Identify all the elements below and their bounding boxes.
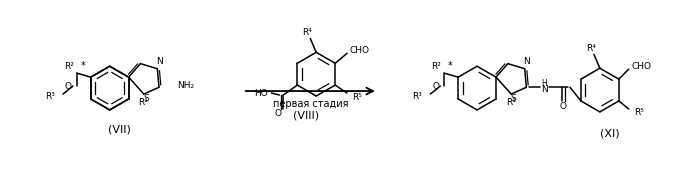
Text: R³: R³	[413, 92, 422, 101]
Text: R¹: R¹	[139, 98, 149, 107]
Text: CHO: CHO	[350, 46, 370, 55]
Text: R²: R²	[64, 62, 74, 71]
Text: CHO: CHO	[632, 62, 652, 71]
Text: первая стадия: первая стадия	[272, 99, 348, 109]
Text: H: H	[542, 79, 547, 88]
Text: R⁴: R⁴	[586, 44, 596, 53]
Text: N: N	[524, 57, 530, 66]
Text: (VII): (VII)	[108, 125, 131, 135]
Text: R⁴: R⁴	[302, 28, 312, 37]
Text: (XI): (XI)	[600, 129, 620, 139]
Text: HO: HO	[254, 89, 267, 98]
Text: N: N	[156, 57, 163, 66]
Text: S: S	[510, 94, 516, 103]
Text: O: O	[432, 82, 439, 91]
Text: R¹: R¹	[506, 98, 516, 107]
Text: S: S	[143, 94, 149, 103]
Text: R⁵: R⁵	[634, 108, 644, 117]
Text: NH₂: NH₂	[177, 81, 194, 90]
Text: O: O	[560, 102, 567, 111]
Text: R³: R³	[45, 92, 55, 101]
Text: *: *	[448, 61, 453, 71]
Text: R²: R²	[431, 62, 441, 71]
Text: *: *	[81, 61, 86, 71]
Text: N: N	[541, 85, 548, 94]
Text: O: O	[275, 109, 282, 118]
Text: O: O	[65, 82, 72, 91]
Text: R⁵: R⁵	[352, 93, 362, 102]
Text: (VIII): (VIII)	[293, 111, 320, 121]
